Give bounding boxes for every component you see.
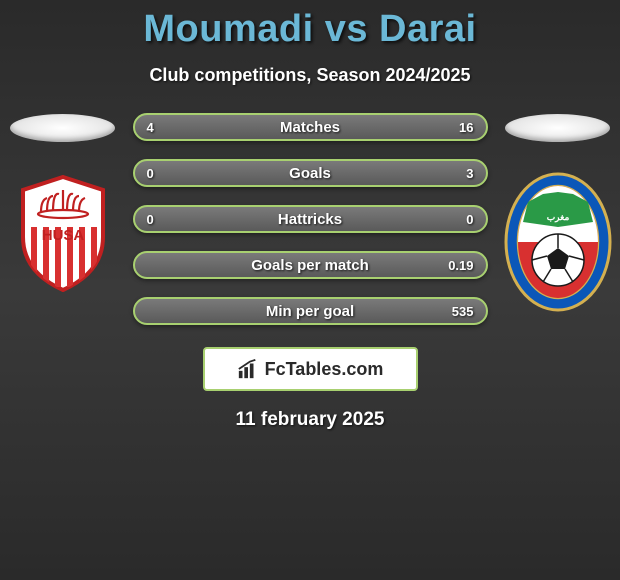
stat-label: Goals bbox=[289, 165, 331, 182]
page-title: Moumadi vs Darai bbox=[0, 0, 620, 51]
stat-row-mpg: Min per goal 535 bbox=[133, 297, 488, 325]
stat-right-value: 0 bbox=[444, 212, 474, 227]
stat-label: Hattricks bbox=[278, 211, 342, 228]
right-name-oval bbox=[505, 114, 610, 142]
stat-row-matches: 4 Matches 16 bbox=[133, 113, 488, 141]
stat-left-value: 0 bbox=[147, 212, 177, 227]
left-name-oval bbox=[10, 114, 115, 142]
date-line: 11 february 2025 bbox=[0, 409, 620, 431]
stat-right-value: 535 bbox=[444, 304, 474, 319]
right-badge-arabic-text: مغرب bbox=[546, 212, 569, 223]
stat-label: Matches bbox=[280, 119, 340, 136]
left-club-badge-icon: HUSA bbox=[13, 172, 113, 292]
stat-label: Min per goal bbox=[266, 303, 354, 320]
right-club-badge-icon: مغرب bbox=[503, 172, 613, 312]
subtitle: Club competitions, Season 2024/2025 bbox=[0, 65, 620, 86]
right-player-col: مغرب bbox=[498, 114, 618, 312]
stat-left-value: 0 bbox=[147, 166, 177, 181]
brand-bars-icon bbox=[237, 358, 259, 380]
stats-column: 4 Matches 16 0 Goals 3 0 Hattricks 0 Goa… bbox=[133, 113, 488, 325]
stat-left-value: 4 bbox=[147, 120, 177, 135]
stat-label: Goals per match bbox=[251, 257, 369, 274]
stat-right-value: 16 bbox=[444, 120, 474, 135]
comparison-row: HUSA 4 Matches 16 0 Goals 3 0 Hattricks … bbox=[0, 114, 620, 325]
left-badge-text: HUSA bbox=[41, 227, 84, 244]
stat-row-gpm: Goals per match 0.19 bbox=[133, 251, 488, 279]
stat-row-hattricks: 0 Hattricks 0 bbox=[133, 205, 488, 233]
stat-right-value: 3 bbox=[444, 166, 474, 181]
stat-right-value: 0.19 bbox=[444, 258, 474, 273]
stat-row-goals: 0 Goals 3 bbox=[133, 159, 488, 187]
brand-box[interactable]: FcTables.com bbox=[203, 347, 418, 391]
left-player-col: HUSA bbox=[3, 114, 123, 292]
brand-text: FcTables.com bbox=[265, 359, 384, 380]
